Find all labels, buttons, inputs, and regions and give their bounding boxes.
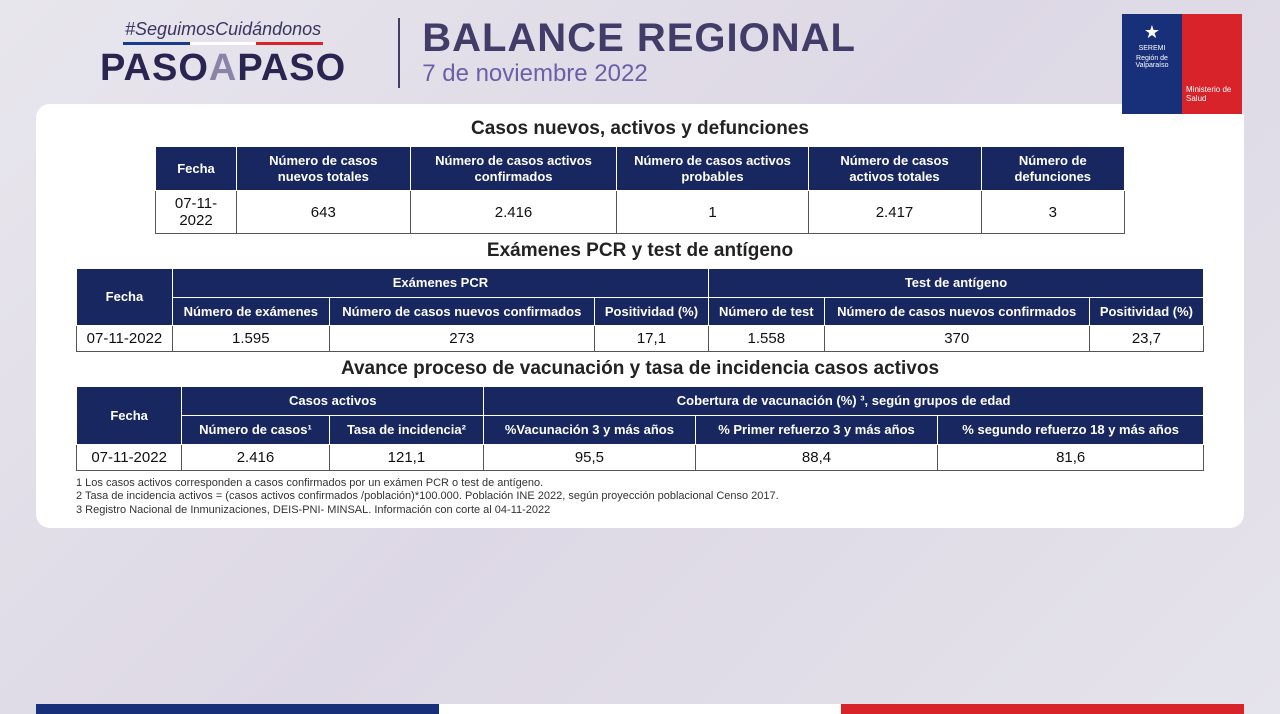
col-header: Número de exámenes bbox=[172, 297, 329, 326]
cell: 643 bbox=[237, 191, 410, 234]
table-row: Fecha Casos activos Cobertura de vacunac… bbox=[77, 387, 1204, 416]
col-header: Número de casos activos totales bbox=[808, 147, 981, 191]
col-header: %Vacunación 3 y más años bbox=[484, 415, 695, 444]
table-row: 07-11-2022 643 2.416 1 2.417 3 bbox=[155, 191, 1124, 234]
cell: 1.558 bbox=[709, 326, 825, 352]
cell: 07-11-2022 bbox=[77, 326, 173, 352]
logo-word-a: A bbox=[209, 47, 237, 89]
col-header: % segundo refuerzo 18 y más años bbox=[938, 415, 1204, 444]
cell: 2.416 bbox=[410, 191, 617, 234]
cell: 88,4 bbox=[695, 444, 938, 470]
table-row: 07-11-2022 2.416 121,1 95,5 88,4 81,6 bbox=[77, 444, 1204, 470]
table-row: 07-11-2022 1.595 273 17,1 1.558 370 23,7 bbox=[77, 326, 1204, 352]
col-header: Número de test bbox=[709, 297, 825, 326]
col-header: Fecha bbox=[155, 147, 236, 191]
crest-icon: ★ bbox=[1144, 22, 1160, 43]
section2-title: Exámenes PCR y test de antígeno bbox=[76, 240, 1204, 262]
col-header: % Primer refuerzo 3 y más años bbox=[695, 415, 938, 444]
cell: 1 bbox=[617, 191, 808, 234]
col-group-header: Exámenes PCR bbox=[172, 269, 708, 298]
logo-word-1: PASO bbox=[100, 47, 209, 89]
cell: 95,5 bbox=[484, 444, 695, 470]
ministry-badge: ★ SEREMI Región de Valparaíso Ministerio… bbox=[1122, 14, 1242, 114]
cell: 121,1 bbox=[329, 444, 484, 470]
section3-title: Avance proceso de vacunación y tasa de i… bbox=[76, 358, 1204, 380]
col-header: Tasa de incidencia² bbox=[329, 415, 484, 444]
badge-org: SEREMI bbox=[1139, 45, 1166, 53]
table-row: Fecha Número de casos nuevos totales Núm… bbox=[155, 147, 1124, 191]
cell: 2.417 bbox=[808, 191, 981, 234]
col-header: Número de casos nuevos confirmados bbox=[824, 297, 1089, 326]
table-row: Fecha Exámenes PCR Test de antígeno bbox=[77, 269, 1204, 298]
table-row: Número de exámenes Número de casos nuevo… bbox=[77, 297, 1204, 326]
col-header: Número de casos nuevos totales bbox=[237, 147, 410, 191]
col-header: Fecha bbox=[77, 387, 182, 444]
footnote: 3 Registro Nacional de Inmunizaciones, D… bbox=[76, 504, 1204, 518]
footnotes: 1 Los casos activos corresponden a casos… bbox=[76, 477, 1204, 518]
hashtag-text: #SeguimosCuidándonos bbox=[125, 19, 321, 40]
col-header: Número de casos nuevos confirmados bbox=[329, 297, 594, 326]
footnote: 1 Los casos activos corresponden a casos… bbox=[76, 477, 1204, 491]
col-group-header: Casos activos bbox=[182, 387, 484, 416]
col-header: Número de casos activos probables bbox=[617, 147, 808, 191]
vertical-divider bbox=[398, 18, 400, 88]
table-row: Número de casos¹ Tasa de incidencia² %Va… bbox=[77, 415, 1204, 444]
cell: 2.416 bbox=[182, 444, 329, 470]
logo-block: #SeguimosCuidándonos PASOAPASO bbox=[100, 19, 346, 87]
cell: 23,7 bbox=[1089, 326, 1203, 352]
badge-ministry: Ministerio de Salud bbox=[1186, 85, 1238, 104]
footnote: 2 Tasa de incidencia activos = (casos ac… bbox=[76, 490, 1204, 504]
cell: 370 bbox=[824, 326, 1089, 352]
flag-stripe-icon bbox=[123, 42, 323, 45]
paso-logo: PASOAPASO bbox=[100, 49, 346, 87]
section1-title: Casos nuevos, activos y defunciones bbox=[76, 118, 1204, 140]
cell: 17,1 bbox=[594, 326, 708, 352]
cell: 1.595 bbox=[172, 326, 329, 352]
header: #SeguimosCuidándonos PASOAPASO BALANCE R… bbox=[0, 0, 1280, 98]
col-group-header: Test de antígeno bbox=[709, 269, 1204, 298]
table-cases: Fecha Número de casos nuevos totales Núm… bbox=[155, 146, 1125, 234]
logo-word-2: PASO bbox=[237, 47, 346, 89]
col-header: Número de casos¹ bbox=[182, 415, 329, 444]
cell: 273 bbox=[329, 326, 594, 352]
bottom-flag-stripe-icon bbox=[36, 704, 1244, 714]
col-group-header: Cobertura de vacunación (%) ³, según gru… bbox=[484, 387, 1204, 416]
col-header: Número de casos activos confirmados bbox=[410, 147, 617, 191]
col-header: Fecha bbox=[77, 269, 173, 326]
col-header: Positividad (%) bbox=[1089, 297, 1203, 326]
table-tests: Fecha Exámenes PCR Test de antígeno Núme… bbox=[76, 268, 1204, 352]
content-card: Casos nuevos, activos y defunciones Fech… bbox=[36, 104, 1244, 528]
cell: 07-11-2022 bbox=[77, 444, 182, 470]
cell: 81,6 bbox=[938, 444, 1204, 470]
cell: 3 bbox=[981, 191, 1125, 234]
cell: 07-11-2022 bbox=[155, 191, 236, 234]
badge-region: Región de Valparaíso bbox=[1122, 55, 1182, 70]
col-header: Positividad (%) bbox=[594, 297, 708, 326]
table-vaccination: Fecha Casos activos Cobertura de vacunac… bbox=[76, 386, 1204, 470]
col-header: Número de defunciones bbox=[981, 147, 1125, 191]
